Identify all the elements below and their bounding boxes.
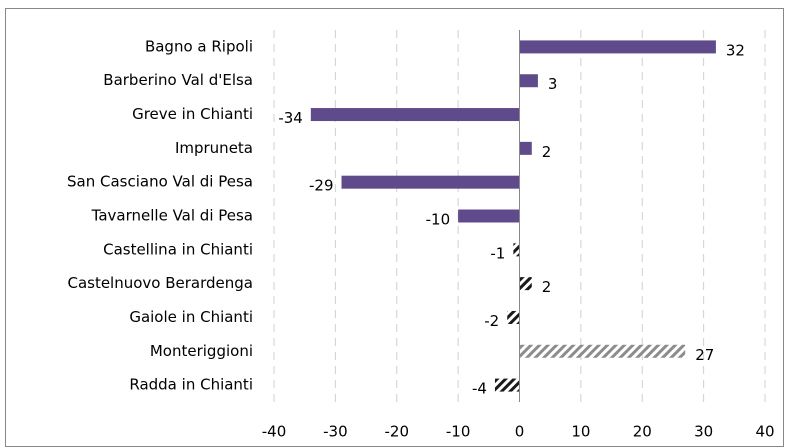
bar	[519, 277, 532, 291]
bar	[513, 243, 520, 257]
value-label: 3	[548, 75, 558, 93]
value-label: 2	[542, 278, 552, 296]
x-tick-label: -10	[446, 423, 471, 441]
y-tick-label: Bagno a Ripoli	[145, 37, 253, 55]
y-tick-label: Castelnuovo Berardenga	[67, 274, 253, 292]
y-tick-label: Impruneta	[175, 139, 253, 157]
value-label: -10	[426, 211, 451, 229]
x-tick-label: 10	[571, 423, 590, 441]
bar	[519, 141, 532, 155]
x-tick-label: 40	[755, 423, 774, 441]
value-label: -1	[490, 244, 505, 262]
bar	[458, 209, 520, 223]
y-tick-label: San Casciano Val di Pesa	[67, 173, 253, 191]
x-tick-label: 30	[694, 423, 713, 441]
y-tick-label: Monteriggioni	[150, 342, 253, 360]
value-label: 2	[542, 143, 552, 161]
value-label: -34	[278, 109, 303, 127]
y-tick-label: Castellina in Chianti	[103, 240, 253, 258]
y-tick-label: Barberino Val d'Elsa	[103, 71, 253, 89]
x-tick-label: -20	[385, 423, 410, 441]
value-label: 27	[695, 346, 714, 364]
y-tick-label: Greve in Chianti	[132, 105, 253, 123]
x-tick-label: 20	[633, 423, 652, 441]
bar	[519, 74, 538, 88]
bar	[519, 40, 716, 54]
x-tick-label: 0	[515, 423, 525, 441]
value-label: -29	[309, 177, 334, 195]
bar	[341, 175, 520, 189]
chart-border	[5, 8, 784, 447]
x-tick-label: -40	[262, 423, 287, 441]
bar	[507, 310, 520, 324]
value-label: -2	[484, 312, 499, 330]
bar	[519, 344, 686, 358]
y-tick-label: Tavarnelle Val di Pesa	[91, 207, 253, 225]
y-tick-label: Gaiole in Chianti	[129, 308, 253, 326]
value-label: 32	[726, 41, 745, 59]
x-tick-label: -30	[323, 423, 348, 441]
y-tick-label: Radda in Chianti	[129, 376, 253, 394]
bar	[494, 378, 520, 392]
value-label: -4	[472, 380, 487, 398]
bar	[310, 108, 520, 122]
